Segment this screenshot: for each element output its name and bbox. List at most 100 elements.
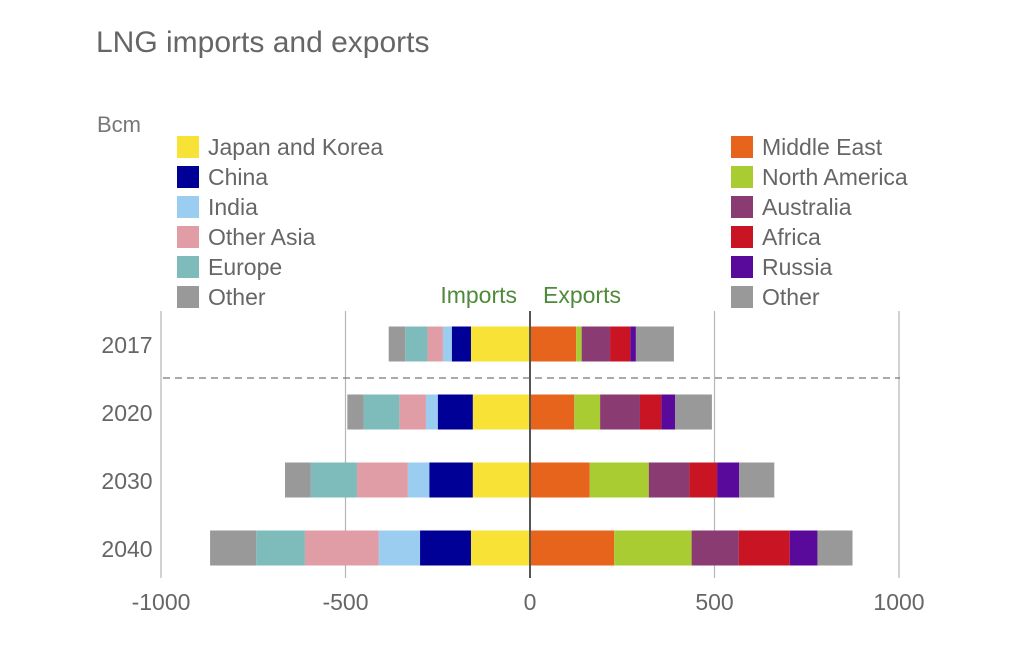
exports-legend: Middle East North America Australia Africa R…: [731, 132, 908, 312]
legend-label: Russia: [762, 253, 833, 280]
legend-swatch: [731, 286, 753, 308]
import-bar-2030-india: [407, 462, 430, 498]
import-bar-2017-india: [442, 326, 452, 362]
legend-label: India: [208, 193, 258, 220]
export-bar-2040-north-america: [614, 530, 692, 566]
export-bar-2020-australia: [600, 394, 640, 430]
export-bar-2030-middle-east: [530, 462, 590, 498]
legend-swatch: [177, 226, 199, 248]
legend-swatch: [177, 256, 199, 278]
import-bar-2017-europe: [405, 326, 428, 362]
imports-legend-item: Europe: [177, 252, 383, 282]
import-bar-2030-other: [284, 462, 311, 498]
legend-label: Other: [208, 283, 266, 310]
exports-legend-item: Middle East: [731, 132, 908, 162]
import-bar-2040-china: [420, 530, 471, 566]
export-bar-2020-russia: [661, 394, 676, 430]
x-tick-label: 500: [695, 589, 733, 615]
import-bar-2020-japan-and-korea: [472, 394, 530, 430]
import-bar-2030-china: [429, 462, 473, 498]
imports-legend-item: China: [177, 162, 383, 192]
import-bar-2020-india: [425, 394, 438, 430]
import-bar-2020-other-asia: [399, 394, 426, 430]
export-bar-2017-north-america: [576, 326, 582, 362]
exports-legend-item: Other: [731, 282, 908, 312]
imports-label: Imports: [440, 282, 517, 308]
legend-label: China: [208, 163, 269, 190]
legend-swatch: [177, 196, 199, 218]
legend-label: North America: [762, 163, 908, 190]
export-bar-2030-russia: [717, 462, 740, 498]
legend-label: Middle East: [762, 133, 883, 160]
import-bar-2040-other: [210, 530, 257, 566]
imports-legend-item: Other Asia: [177, 222, 383, 252]
export-bar-2030-other: [739, 462, 775, 498]
import-bar-2017-other-asia: [427, 326, 443, 362]
import-bar-2017-japan-and-korea: [470, 326, 530, 362]
export-bar-2040-africa: [738, 530, 790, 566]
legend-swatch: [177, 286, 199, 308]
import-bar-2020-other: [347, 394, 364, 430]
import-bar-2030-japan-and-korea: [472, 462, 530, 498]
export-bar-2020-other: [675, 394, 712, 430]
export-bar-2030-australia: [648, 462, 690, 498]
category-label-2020: 2020: [101, 400, 152, 426]
exports-label: Exports: [543, 282, 621, 308]
category-label-2017: 2017: [101, 332, 152, 358]
export-bar-2040-russia: [789, 530, 818, 566]
legend-label: Other: [762, 283, 820, 310]
category-label-2040: 2040: [101, 536, 152, 562]
export-bar-2030-north-america: [589, 462, 649, 498]
import-bar-2040-india: [378, 530, 421, 566]
import-bar-2017-china: [451, 326, 471, 362]
chart-title: LNG imports and exports: [96, 26, 430, 59]
imports-legend-item: Japan and Korea: [177, 132, 383, 162]
legend-label: Africa: [762, 223, 821, 250]
legend-label: Other Asia: [208, 223, 316, 250]
import-bar-2040-other-asia: [304, 530, 379, 566]
export-bar-2017-other: [635, 326, 674, 362]
imports-legend-item: Other: [177, 282, 383, 312]
legend-swatch: [731, 256, 753, 278]
legend-swatch: [731, 136, 753, 158]
legend-label: Europe: [208, 253, 283, 280]
export-bar-2020-middle-east: [530, 394, 575, 430]
export-bar-2040-middle-east: [530, 530, 615, 566]
imports-legend-item: India: [177, 192, 383, 222]
exports-legend-item: Australia: [731, 192, 908, 222]
import-bar-2030-europe: [310, 462, 357, 498]
legend-swatch: [177, 166, 199, 188]
legend-swatch: [731, 166, 753, 188]
unit-label: Bcm: [97, 112, 141, 137]
import-bar-2040-japan-and-korea: [470, 530, 530, 566]
import-bar-2040-europe: [256, 530, 305, 566]
legend-label: Australia: [762, 193, 852, 220]
legend-swatch: [731, 196, 753, 218]
exports-legend-item: North America: [731, 162, 908, 192]
export-bar-2017-middle-east: [530, 326, 577, 362]
category-label-2030: 2030: [101, 468, 152, 494]
x-tick-label: 1000: [873, 589, 924, 615]
export-bar-2040-other: [817, 530, 853, 566]
export-bar-2020-africa: [639, 394, 662, 430]
export-bar-2017-australia: [581, 326, 611, 362]
export-bar-2040-australia: [691, 530, 739, 566]
export-bar-2017-africa: [610, 326, 631, 362]
import-bar-2020-europe: [363, 394, 400, 430]
x-tick-label: 0: [524, 589, 537, 615]
legend-label: Japan and Korea: [208, 133, 384, 160]
exports-legend-item: Africa: [731, 222, 908, 252]
export-bar-2017-russia: [630, 326, 636, 362]
import-bar-2017-other: [388, 326, 406, 362]
imports-legend: Japan and Korea China India Other Asia Europ…: [177, 132, 383, 312]
legend-swatch: [177, 136, 199, 158]
exports-legend-item: Russia: [731, 252, 908, 282]
legend-swatch: [731, 226, 753, 248]
import-bar-2020-china: [437, 394, 473, 430]
import-bar-2030-other-asia: [356, 462, 408, 498]
export-bar-2030-africa: [689, 462, 718, 498]
x-tick-label: -500: [322, 589, 368, 615]
x-tick-label: -1000: [132, 589, 191, 615]
export-bar-2020-north-america: [574, 394, 601, 430]
